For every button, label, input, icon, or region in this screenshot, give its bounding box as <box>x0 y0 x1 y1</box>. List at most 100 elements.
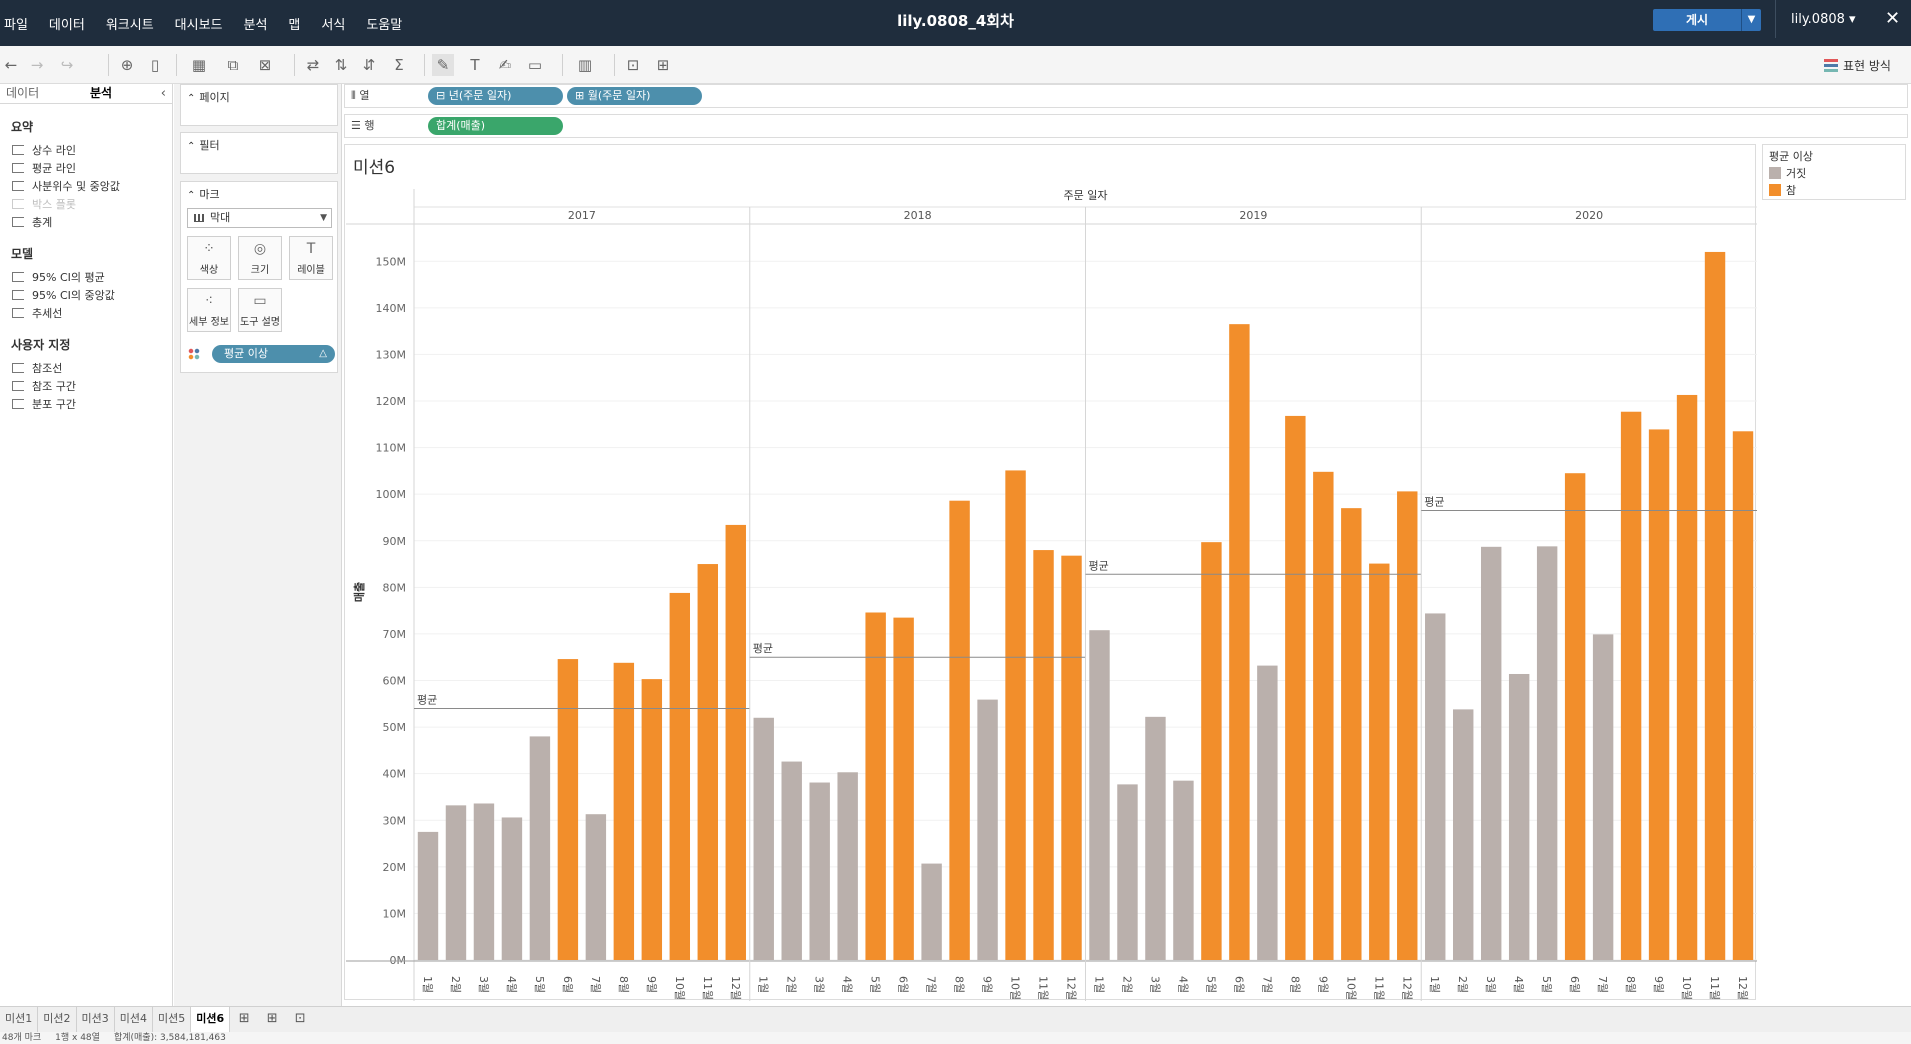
bar <box>445 805 467 960</box>
menu-worksheet[interactable]: 워크시트 <box>105 17 154 33</box>
menu-map[interactable]: 맵 <box>288 17 301 33</box>
above-average-pill[interactable]: 평균 이상 △ <box>212 345 335 363</box>
pause-icon[interactable]: ▯ <box>150 56 160 74</box>
x-tick-label: 1월 <box>1092 976 1105 993</box>
x-tick-label: 8월 <box>617 976 630 993</box>
divider <box>108 54 109 76</box>
clear-icon[interactable]: ⊠ <box>258 56 272 74</box>
shelf-label: 행 <box>364 119 375 132</box>
sort-desc-icon[interactable]: ⇵ <box>362 56 376 74</box>
tab-mission1[interactable]: 미션1 <box>0 1007 39 1032</box>
x-tick-label: 6월 <box>897 976 910 993</box>
show-me-button[interactable]: 표현 방식 <box>1824 57 1891 74</box>
label-icon[interactable]: T <box>470 56 480 74</box>
tooltip-button[interactable]: ▭ 도구 설명 <box>238 288 282 332</box>
annotate-icon[interactable]: ✍ <box>498 56 512 74</box>
tab-analytics[interactable]: 분석 <box>84 84 168 103</box>
item-label: 분포 구간 <box>32 398 76 411</box>
sort-asc-icon[interactable]: ⇅ <box>334 56 348 74</box>
pill-label: 평균 이상 <box>224 347 268 360</box>
chart-icon[interactable]: ▥ <box>577 56 593 74</box>
share-icon[interactable]: ⊞ <box>656 56 670 74</box>
caret-up-icon[interactable]: ⌃ <box>187 141 196 152</box>
tab-data[interactable]: 데이터 <box>6 86 40 100</box>
x-tick-label: 6월 <box>561 976 574 993</box>
totals-icon[interactable]: Σ <box>394 56 404 74</box>
menu-dashboard[interactable]: 대시보드 <box>174 17 223 33</box>
analytics-item-reference-line[interactable]: 참조선 <box>0 359 172 377</box>
x-tick-label: 3월 <box>1484 976 1497 993</box>
tab-mission5[interactable]: 미션5 <box>153 1007 192 1032</box>
duplicate-icon[interactable]: ⧉ <box>227 56 239 74</box>
x-tick-label: 8월 <box>1624 976 1637 993</box>
new-dashboard-icon[interactable]: ⊞ <box>266 1011 278 1026</box>
bar <box>1480 546 1502 960</box>
detail-button[interactable]: ⁖ 세부 정보 <box>187 288 231 332</box>
present-icon[interactable]: ⊡ <box>626 56 640 74</box>
highlight-icon[interactable]: ✎ <box>432 54 454 76</box>
menu-file[interactable]: 파일 <box>4 17 28 33</box>
tab-mission2[interactable]: 미션2 <box>38 1007 77 1032</box>
new-story-icon[interactable]: ⊡ <box>294 1011 306 1026</box>
new-worksheet-icon[interactable]: ⊞ <box>238 1011 250 1026</box>
menu-format[interactable]: 서식 <box>321 17 346 33</box>
analytics-item-reference-band[interactable]: 참조 구간 <box>0 377 172 395</box>
item-label: 박스 플롯 <box>32 198 76 211</box>
analytics-pane: 데이터 분석 ‹ 요약 상수 라인 평균 라인 사분위수 및 중앙값 박스 플롯… <box>0 84 173 1006</box>
tab-mission6[interactable]: 미션6 <box>191 1007 231 1032</box>
bar <box>1648 429 1670 960</box>
analytics-item-average-ci[interactable]: 95% CI의 평균 <box>0 268 172 286</box>
menu-analysis[interactable]: 분석 <box>243 17 268 33</box>
divider <box>294 54 295 76</box>
mark-type-select[interactable]: 막대 ▼ <box>187 208 332 228</box>
close-icon[interactable]: ✕ <box>1885 8 1901 29</box>
columns-shelf[interactable]: ⦀ 열 ⊟ 년(주문 일자) ⊞ 월(주문 일자) <box>344 84 1908 108</box>
new-datasource-icon[interactable]: ⊕ <box>120 56 134 74</box>
legend-item-false[interactable]: 거짓 <box>1769 164 1899 181</box>
analytics-item-median-quartiles[interactable]: 사분위수 및 중앙값 <box>0 177 172 195</box>
sum-sales-pill[interactable]: 합계(매출) <box>428 117 563 135</box>
menu-help[interactable]: 도움말 <box>366 17 403 33</box>
caret-up-icon[interactable]: ⌃ <box>187 93 196 104</box>
size-button[interactable]: ◎ 크기 <box>238 236 282 280</box>
button-label: 도구 설명 <box>240 317 280 328</box>
pages-card[interactable]: ⌃ 페이지 <box>180 84 338 126</box>
rows-shelf[interactable]: ☰ 행 합계(매출) <box>344 114 1908 138</box>
columns-icon: ⦀ <box>351 89 360 102</box>
line-icon <box>12 163 24 173</box>
size-icon: ◎ <box>253 241 267 257</box>
user-menu[interactable]: lily.0808 ▾ <box>1791 12 1856 27</box>
analytics-item-trend-line[interactable]: 추세선 <box>0 304 172 322</box>
year-order-date-pill[interactable]: ⊟ 년(주문 일자) <box>428 87 563 105</box>
bar <box>1704 251 1726 961</box>
bar <box>473 803 495 960</box>
x-tick-label: 2월 <box>785 976 798 993</box>
publish-button[interactable]: 게시 ▼ <box>1653 9 1761 31</box>
tab-mission4[interactable]: 미션4 <box>115 1007 153 1032</box>
caret-up-icon[interactable]: ⌃ <box>187 190 196 201</box>
publish-dropdown-icon[interactable]: ▼ <box>1741 9 1761 31</box>
legend-item-true[interactable]: 참 <box>1769 181 1899 198</box>
back-icon[interactable]: ← <box>4 56 18 74</box>
menu-data[interactable]: 데이터 <box>48 17 85 33</box>
month-order-date-pill[interactable]: ⊞ 월(주문 일자) <box>567 87 702 105</box>
color-button[interactable]: ⁘ 색상 <box>187 236 231 280</box>
redo-icon[interactable]: ↪ <box>60 56 74 74</box>
analytics-item-distribution-band[interactable]: 분포 구간 <box>0 395 172 413</box>
x-tick-label: 9월 <box>645 976 658 993</box>
x-tick-label: 6월 <box>1568 976 1581 993</box>
new-sheet-icon[interactable]: ▦ <box>191 56 207 74</box>
forward-icon[interactable]: → <box>30 56 44 74</box>
label-button[interactable]: T 레이블 <box>289 236 333 280</box>
filters-card[interactable]: ⌃ 필터 <box>180 132 338 174</box>
analytics-item-median-ci[interactable]: 95% CI의 중앙값 <box>0 286 172 304</box>
analytics-item-constant-line[interactable]: 상수 라인 <box>0 141 172 159</box>
section-title: 모델 <box>11 247 34 261</box>
tab-mission3[interactable]: 미션3 <box>77 1007 115 1032</box>
swap-icon[interactable]: ⇄ <box>306 56 320 74</box>
collapse-icon[interactable]: ‹ <box>160 86 166 101</box>
analytics-item-average-line[interactable]: 평균 라인 <box>0 159 172 177</box>
legend-swatch <box>1769 166 1781 179</box>
fit-icon[interactable]: ▭ <box>527 56 543 74</box>
analytics-item-totals[interactable]: 총계 <box>0 213 172 231</box>
